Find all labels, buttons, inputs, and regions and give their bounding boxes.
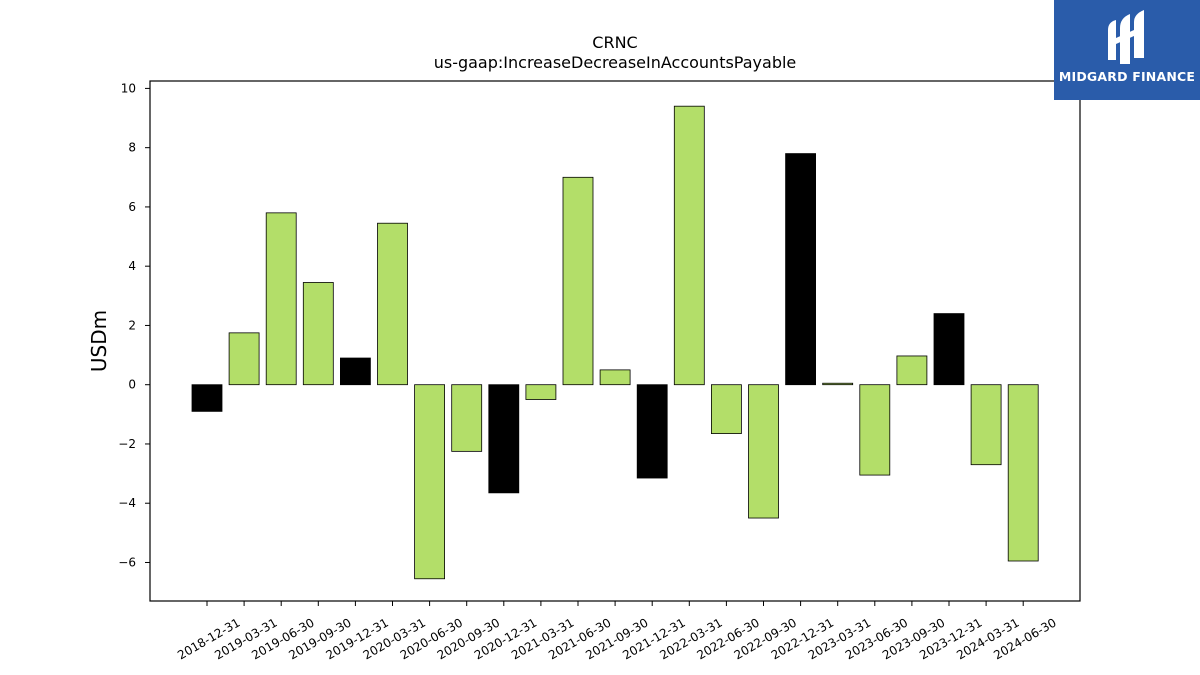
bar-2023-03-31 <box>822 382 854 386</box>
bar-2024-03-31 <box>970 384 1002 466</box>
bar-2021-09-30 <box>599 369 631 386</box>
y-tick-label: 10 <box>121 81 136 95</box>
bar-2022-12-31 <box>785 153 816 386</box>
bar-2020-06-30 <box>414 384 446 580</box>
bar-2020-12-31 <box>488 384 520 494</box>
y-tick-label: 0 <box>128 378 136 392</box>
bars-group <box>191 105 1039 580</box>
x-axis: 2018-12-312019-03-312019-06-302019-09-30… <box>175 601 1059 662</box>
bar-2021-06-30 <box>562 176 594 386</box>
bar-2021-03-31 <box>525 384 557 400</box>
logo: MIDGARD FINANCE <box>1054 0 1200 100</box>
chart-title: CRNC <box>592 33 637 52</box>
y-axis: −6 −4 −2 0 2 4 6 8 10 <box>118 81 150 569</box>
bar-2021-12-31 <box>636 384 668 479</box>
logo-mark-icon <box>1108 10 1144 64</box>
bar-2020-03-31 <box>377 222 408 386</box>
bar-2023-06-30 <box>859 384 891 476</box>
bar-2022-09-30 <box>748 384 779 519</box>
y-tick-label: 8 <box>128 141 136 155</box>
bar-2022-06-30 <box>711 384 742 434</box>
bar-2019-03-31 <box>228 332 260 386</box>
bar-2019-09-30 <box>302 282 334 386</box>
bar-2019-12-31 <box>339 357 371 386</box>
y-tick-label: −2 <box>118 437 136 451</box>
y-tick-label: −6 <box>118 555 136 569</box>
bar-2022-03-31 <box>673 105 705 386</box>
y-tick-label: −4 <box>118 496 136 510</box>
bar-2020-09-30 <box>451 384 483 452</box>
y-tick-label: 4 <box>128 259 136 273</box>
y-axis-label: USDm <box>87 310 111 372</box>
y-tick-label: 6 <box>128 200 136 214</box>
bar-2023-09-30 <box>896 355 928 386</box>
bar-2019-06-30 <box>265 212 297 386</box>
bar-2024-06-30 <box>1007 384 1039 562</box>
logo-text: MIDGARD FINANCE <box>1058 69 1196 84</box>
chart-subtitle: us-gaap:IncreaseDecreaseInAccountsPayabl… <box>434 53 797 72</box>
bar-2023-12-31 <box>933 313 965 386</box>
y-tick-label: 2 <box>128 318 136 332</box>
plot-frame <box>149 80 1081 602</box>
bar-2018-12-31 <box>191 384 223 412</box>
